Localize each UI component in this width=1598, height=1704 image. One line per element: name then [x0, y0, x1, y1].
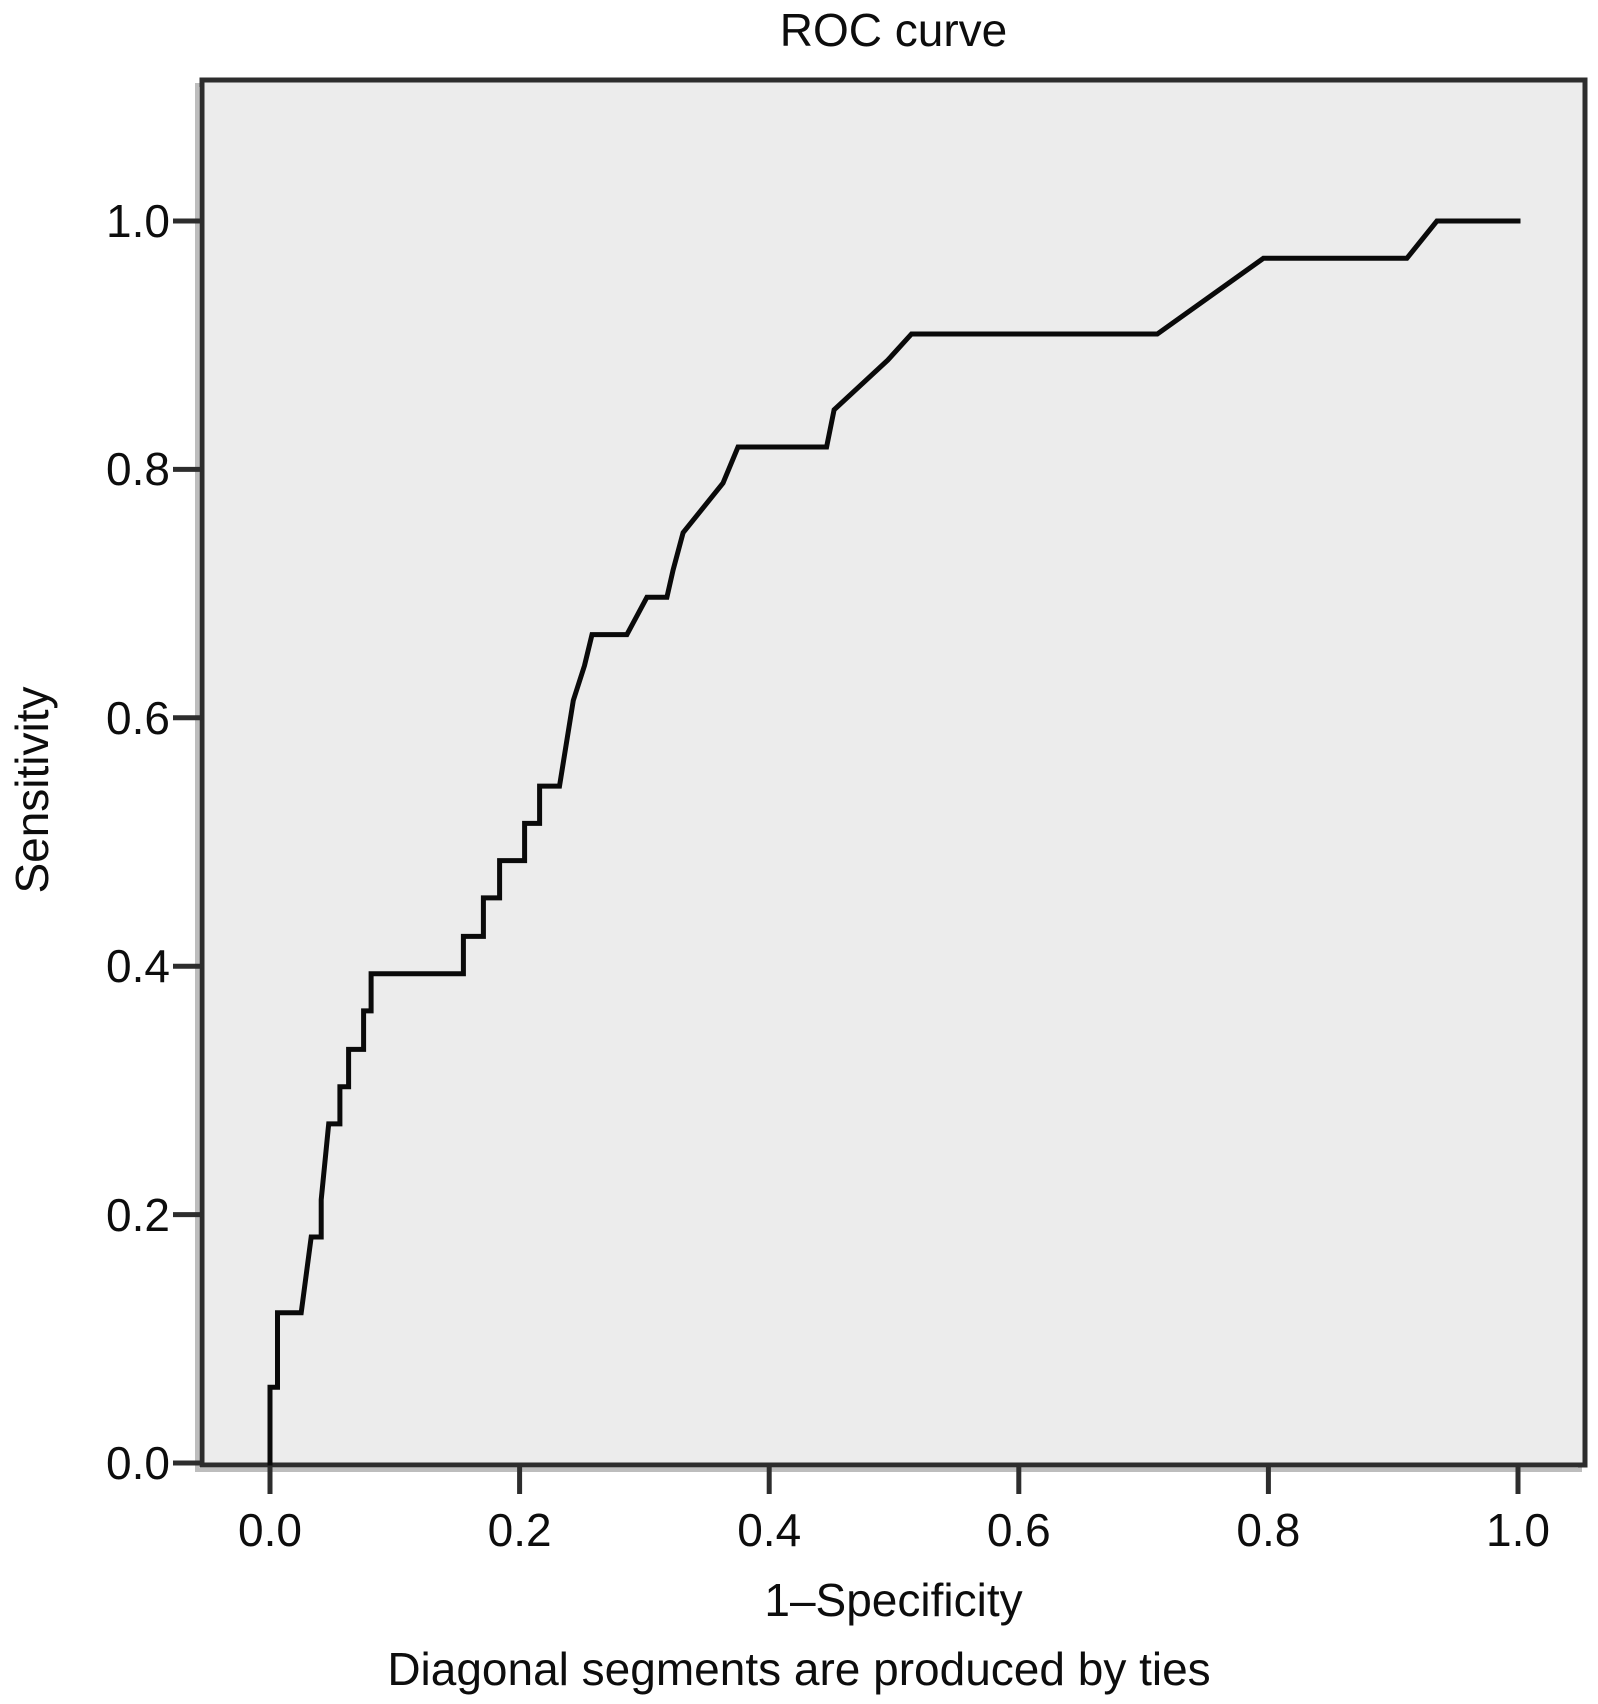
x-axis-label: 1–Specificity: [764, 1574, 1023, 1626]
x-tick-label: 0.2: [487, 1504, 552, 1556]
plot-background: [199, 77, 1588, 1468]
x-tick-label: 0.0: [238, 1504, 302, 1556]
x-tick-label: 1.0: [1486, 1504, 1550, 1556]
y-tick-label: 0.6: [106, 691, 170, 744]
x-tick-label: 0.6: [986, 1504, 1051, 1556]
x-tick-label: 0.4: [737, 1504, 802, 1556]
y-tick-label: 0.2: [106, 1188, 170, 1241]
axis-ticks: [173, 218, 1521, 1494]
y-tick-label: 0.8: [106, 443, 170, 496]
roc-curve: [267, 218, 1521, 1466]
y-tick-label: 1.0: [106, 195, 170, 247]
x-tick-label: 0.8: [1236, 1504, 1301, 1556]
y-tick-label: 0.0: [106, 1437, 170, 1489]
chart-title: ROC curve: [779, 4, 1008, 56]
chart-caption: Diagonal segments are produced by ties: [387, 1643, 1211, 1695]
y-tick-label: 0.4: [106, 940, 170, 993]
